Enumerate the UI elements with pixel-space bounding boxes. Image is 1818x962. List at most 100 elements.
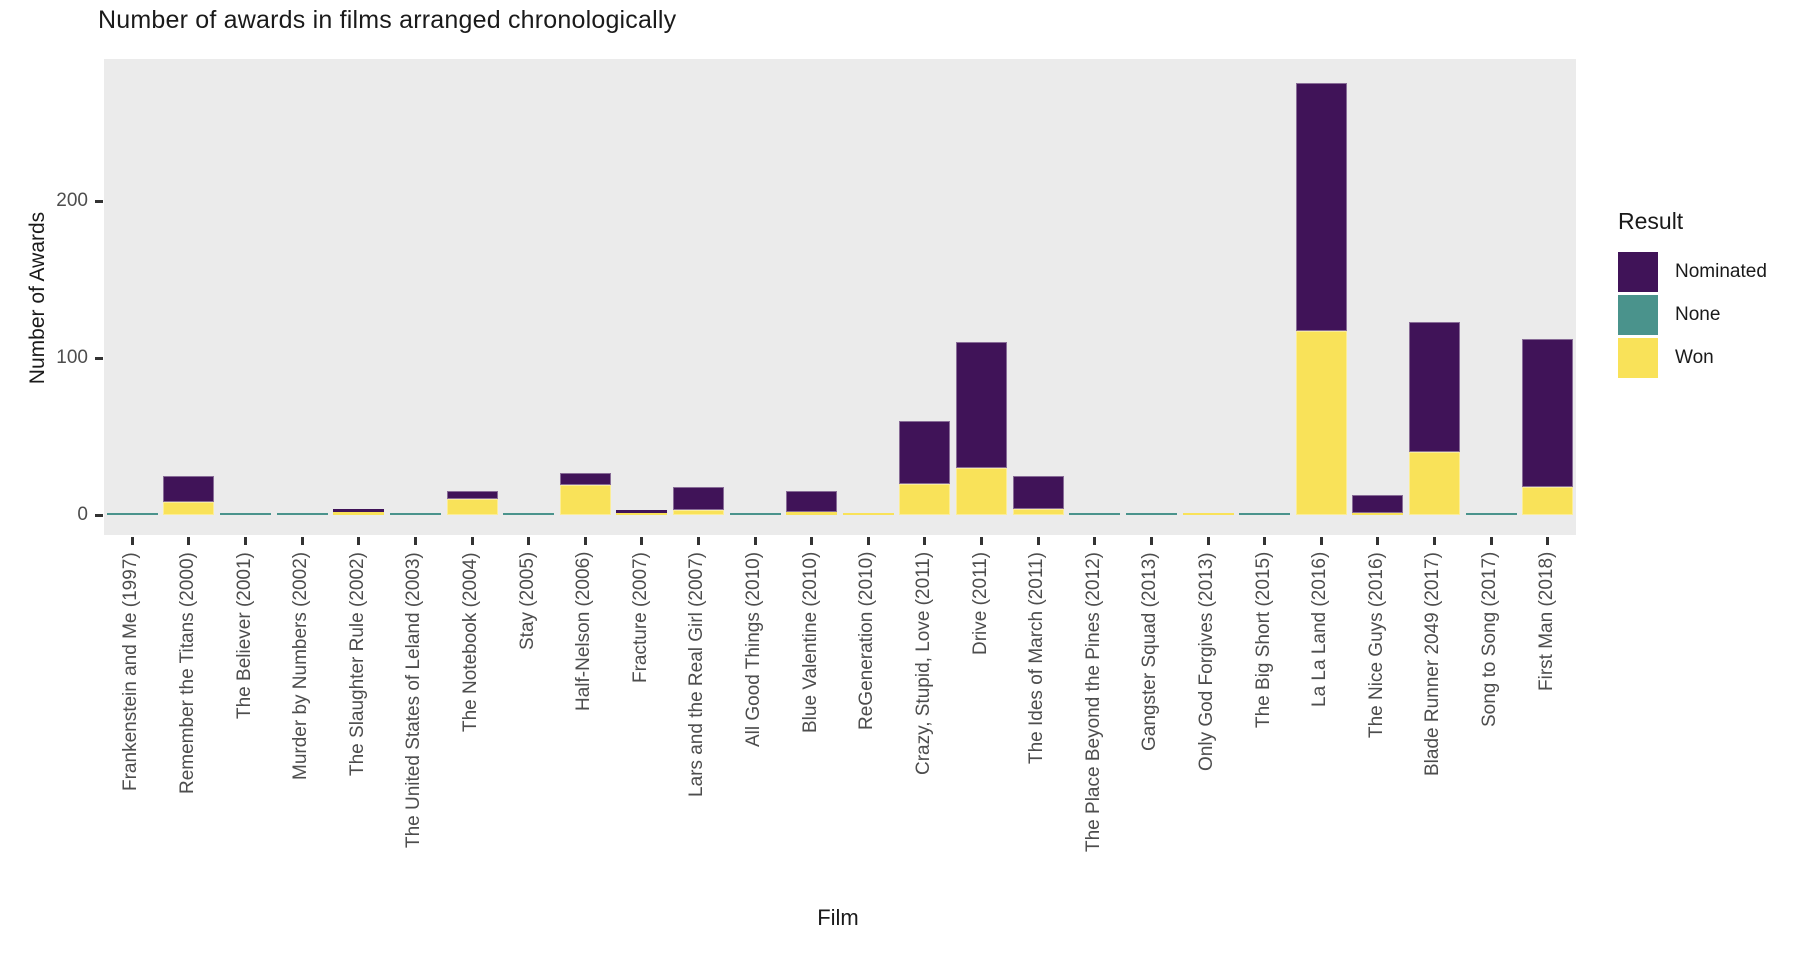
x-tick-label: The Slaughter Rule (2002) <box>346 552 368 776</box>
x-tick <box>923 537 927 545</box>
x-tick-label: Blue Valentine (2010) <box>799 552 821 734</box>
x-tick-label: The United States of Leland (2003) <box>403 552 425 848</box>
x-tick-label: Drive (2011) <box>969 552 991 656</box>
bar-segment-won <box>1295 331 1347 515</box>
legend-item-label: None <box>1675 304 1721 325</box>
bar-segment-none <box>220 513 272 515</box>
bar-segment-won <box>333 511 385 515</box>
bar-segment-nominated <box>616 510 668 514</box>
bar-segment-nominated <box>446 491 498 500</box>
x-tick-label: The Big Short (2015) <box>1252 552 1274 729</box>
x-tick <box>1489 537 1493 545</box>
bar-segment-nominated <box>956 342 1008 468</box>
x-tick-label: Murder by Numbers (2002) <box>290 552 312 781</box>
y-tick-label: 200 <box>56 190 88 211</box>
bar-segment-none <box>1239 513 1291 515</box>
legend-title: Result <box>1618 208 1684 234</box>
bar-segment-nominated <box>1522 339 1574 487</box>
legend-swatch-nominated <box>1618 252 1658 292</box>
x-tick <box>470 537 474 545</box>
x-tick-label: The Place Beyond the Pines (2012) <box>1082 552 1104 852</box>
bar-segment-nominated <box>333 508 385 512</box>
x-tick <box>244 537 248 545</box>
y-tick-label: 0 <box>77 504 88 525</box>
bar-segment-nominated <box>786 491 838 512</box>
x-tick-label: Frankenstein and Me (1997) <box>120 552 142 791</box>
x-tick <box>1319 537 1323 545</box>
x-tick-label: The Ides of March (2011) <box>1026 552 1048 764</box>
bar-segment-nominated <box>1295 83 1347 332</box>
x-tick <box>413 537 417 545</box>
legend-swatch-won <box>1618 338 1658 378</box>
bar-segment-none <box>1069 513 1121 515</box>
x-tick <box>1376 537 1380 545</box>
y-tick <box>95 199 103 203</box>
bar-segment-won <box>1352 513 1404 515</box>
bar-segment-nominated <box>1352 494 1404 514</box>
x-tick-label: La La Land (2016) <box>1309 552 1331 708</box>
bar-segment-none <box>106 513 158 515</box>
bar-segment-none <box>1465 513 1517 515</box>
bar-segment-won <box>956 467 1008 515</box>
x-tick-label: The Notebook (2004) <box>460 552 481 732</box>
x-tick <box>1206 537 1210 545</box>
legend-item-label: Nominated <box>1675 261 1767 282</box>
x-tick-label: First Man (2018) <box>1535 552 1557 692</box>
legend-item-label: Won <box>1675 347 1714 368</box>
bar-segment-nominated <box>899 420 951 484</box>
x-tick-label: Only God Forgives (2013) <box>1196 552 1217 771</box>
bar-segment-won <box>616 513 668 515</box>
x-tick <box>357 537 361 545</box>
bar-segment-won <box>1408 452 1460 515</box>
x-tick <box>753 537 757 545</box>
chart-title: Number of awards in films arranged chron… <box>98 6 677 34</box>
x-tick <box>1093 537 1097 545</box>
x-tick <box>640 537 644 545</box>
x-tick-label: Fracture (2007) <box>629 552 651 683</box>
bar-segment-won <box>446 499 498 515</box>
x-tick-label: Crazy, Stupid, Love (2011) <box>912 552 934 776</box>
x-tick-label: Half-Nelson (2006) <box>573 552 595 712</box>
legend-items: Nominated None Won <box>1618 252 1767 378</box>
legend-swatch-none <box>1618 295 1658 335</box>
bar-segment-nominated <box>672 486 724 511</box>
x-tick <box>130 537 134 545</box>
x-tick <box>1546 537 1550 545</box>
bar-segment-won <box>1012 508 1064 515</box>
x-tick <box>187 537 191 545</box>
bar-segment-won <box>1522 486 1574 515</box>
bar-segment-none <box>389 513 441 515</box>
x-tick-label: Song to Song (2017) <box>1479 552 1501 728</box>
bar-segment-nominated <box>1408 321 1460 453</box>
x-tick-label: The Believer (2001) <box>233 552 255 719</box>
x-tick <box>866 537 870 545</box>
x-tick <box>583 537 587 545</box>
x-tick-label: Lars and the Real Girl (2007) <box>686 552 708 798</box>
bar-segment-none <box>729 513 781 515</box>
x-tick-label: The Nice Guys (2016) <box>1365 552 1387 738</box>
x-axis-title: Film <box>817 905 859 930</box>
bar-segment-won <box>899 483 951 515</box>
bar-segment-nominated <box>1012 475 1064 509</box>
bar-segment-won <box>163 502 215 515</box>
bar-segment-won <box>672 510 724 515</box>
x-tick-label: Remember the Titans (2000) <box>176 552 198 794</box>
y-tick <box>95 513 103 517</box>
x-tick <box>527 537 531 545</box>
plot-panel <box>104 59 1576 535</box>
bar-segment-none <box>1125 513 1177 515</box>
bar-segment-won <box>786 511 838 515</box>
x-tick <box>810 537 814 545</box>
bar-segment-won <box>1182 513 1234 515</box>
x-tick <box>1036 537 1040 545</box>
bar-segment-none <box>503 513 555 515</box>
x-tick-label: All Good Things (2010) <box>743 552 765 748</box>
legend-item: Nominated <box>1618 252 1767 292</box>
x-tick <box>980 537 984 545</box>
legend-item: None <box>1618 295 1767 335</box>
bar-segment-won <box>559 485 611 515</box>
x-tick <box>1263 537 1267 545</box>
bar-segment-won <box>842 513 894 515</box>
x-tick <box>1149 537 1153 545</box>
